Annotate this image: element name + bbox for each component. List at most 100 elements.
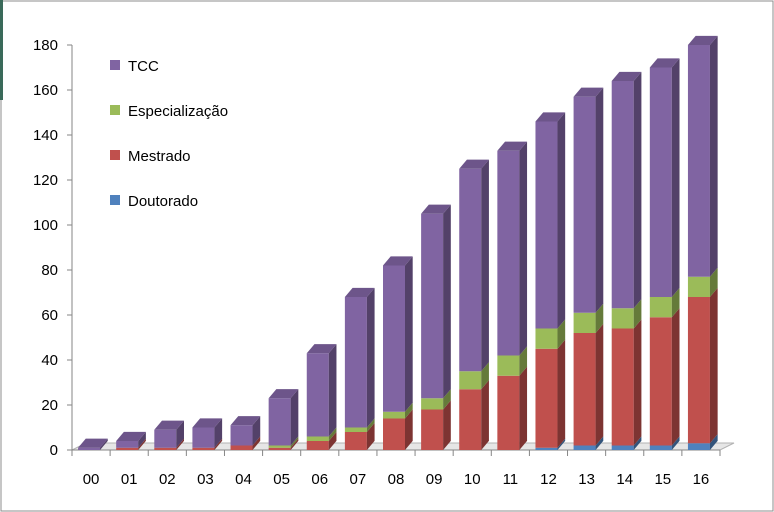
bar-stack-04 [230, 416, 261, 450]
bar-16-tcc-side [709, 35, 718, 277]
bar-08-tcc [383, 265, 405, 412]
legend-label-doutorado: Doutorado [128, 193, 198, 210]
legend-swatch-doutorado [110, 195, 120, 205]
bar-05-tcc-side [290, 389, 299, 446]
bar-02-tcc-top [154, 420, 184, 430]
bar-12-doutorado [535, 447, 558, 450]
bar-14-especialização-side [633, 299, 642, 329]
legend: TCC Especialização Mestrado Doutorado [110, 58, 228, 210]
bar-11-especialização [497, 355, 520, 376]
bar-13-tcc-top [573, 87, 604, 97]
bar-12-doutorado-side [557, 438, 566, 450]
bar-10-tcc [459, 168, 482, 372]
bar-11-especialização-side [519, 346, 528, 376]
axes: 0 20 40 60 80 100 120 140 160 180 00 01 02 03 04 05 06 07… [33, 37, 721, 488]
bar-06-tcc-top [306, 344, 337, 354]
bar-16-mestrado [687, 297, 710, 444]
bar-11-mestrado-side [519, 366, 528, 450]
bar-10-especialização [459, 371, 482, 390]
bar-04-mestrado-side [252, 436, 261, 450]
bar-16-especialização-side [709, 267, 718, 297]
bar-13-mestrado [573, 333, 596, 446]
bar-07-tcc-side [366, 287, 375, 428]
y-tick-label: 60 [41, 307, 58, 324]
bar-14-tcc-side [633, 71, 642, 309]
bar-16-tcc [687, 45, 710, 277]
bar-11-tcc [497, 150, 520, 356]
bar-05-especialização [268, 445, 291, 448]
bar-14-mestrado [611, 328, 634, 446]
bar-15-especialização-side [671, 287, 680, 318]
bar-01-tcc-top [116, 431, 146, 441]
x-tick-label: 06 [311, 471, 328, 488]
bar-13-especialização [573, 312, 596, 333]
bar-04-tcc-top [230, 416, 261, 426]
bar-16-doutorado-side [709, 434, 718, 450]
bar-14-tcc-top [611, 71, 642, 81]
bar-08-tcc-side [405, 256, 413, 412]
y-tick-label: 40 [41, 352, 58, 369]
bar-11-mestrado [497, 375, 520, 450]
bar-15-especialização [649, 297, 672, 318]
bar-05-especialização-side [290, 436, 299, 448]
bar-09-mestrado [421, 409, 444, 450]
bar-11-tcc-side [519, 141, 528, 356]
bar-01-tcc-side [138, 431, 146, 448]
bar-10-tcc-side [481, 159, 489, 372]
bar-09-mestrado-side [443, 400, 451, 450]
bar-14-doutorado [611, 445, 634, 450]
x-tick-label: 13 [578, 471, 595, 488]
bar-08-tcc-top [383, 256, 413, 266]
x-tick-label: 01 [121, 471, 138, 488]
y-tick-label: 100 [33, 217, 58, 234]
bar-09-especialização-side [443, 389, 451, 410]
bar-08-especialização [383, 411, 405, 419]
bar-15-doutorado [649, 445, 672, 450]
bar-06-especialização-side [328, 427, 337, 441]
bar-13-tcc-side [595, 87, 604, 313]
bar-stack-08 [383, 256, 413, 450]
bar-stack-14 [611, 71, 642, 450]
bar-stack-00 [78, 438, 108, 450]
bar-16-mestrado-side [709, 287, 718, 444]
bar-stack-12 [535, 112, 566, 450]
bar-01-mestrado [116, 447, 139, 450]
bar-stack-09 [421, 204, 451, 450]
bar-07-especialização [344, 427, 367, 432]
bar-05-mestrado-side [290, 438, 299, 450]
bar-03-mestrado [192, 447, 215, 450]
bar-16-tcc-top [687, 35, 718, 45]
bar-07-tcc [344, 297, 367, 428]
bar-06-especialização [306, 436, 329, 441]
y-tick-label: 140 [33, 127, 58, 144]
bar-13-tcc [573, 96, 596, 313]
bar-12-especialização [535, 328, 558, 349]
bar-stack-06 [306, 344, 337, 450]
bar-13-mestrado-side [595, 323, 604, 446]
x-tick-label: 12 [540, 471, 557, 488]
bar-12-tcc-side [557, 112, 566, 329]
y-tick-label: 180 [33, 37, 58, 54]
x-tick-label: 07 [350, 471, 367, 488]
left-edge-accent [0, 0, 3, 100]
bar-15-doutorado-side [671, 436, 680, 450]
bar-05-tcc [268, 398, 291, 446]
bar-12-tcc-top [535, 112, 566, 122]
bar-09-tcc [421, 213, 444, 399]
bar-13-doutorado-side [595, 436, 604, 450]
bar-01-tcc [116, 441, 139, 448]
bar-06-mestrado [306, 441, 329, 450]
bar-08-especialização-side [405, 402, 413, 419]
x-tick-label: 15 [654, 471, 671, 488]
bar-11-tcc-top [497, 141, 528, 151]
bar-16-doutorado [687, 443, 710, 450]
bar-02-tcc [154, 429, 177, 448]
x-tick-label: 04 [235, 471, 252, 488]
x-tick-label: 10 [464, 471, 481, 488]
x-tick-label: 03 [197, 471, 214, 488]
bar-12-tcc [535, 121, 558, 329]
legend-label-especialização: Especialização [128, 103, 228, 120]
bar-01-mestrado-side [138, 438, 146, 450]
bar-13-especialização-side [595, 303, 604, 333]
